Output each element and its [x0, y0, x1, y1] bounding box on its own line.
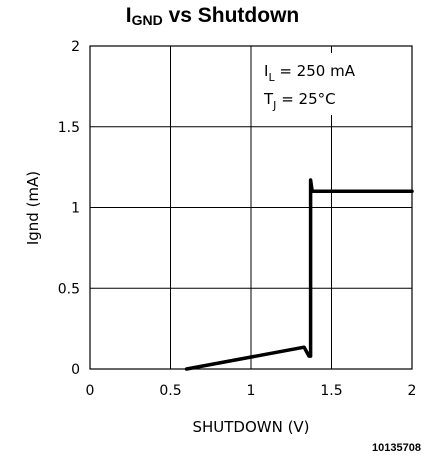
y-tick-label: 0	[71, 362, 80, 378]
x-tick-label: 1	[247, 383, 256, 399]
y-axis-label: Ignd (mA)	[24, 171, 42, 245]
x-tick-label: 0.5	[159, 383, 181, 399]
annotation-load-current: IL = 250 mA	[264, 62, 356, 84]
annotation-block: IL = 250 mA TJ = 25°C	[255, 53, 405, 115]
chart-title: IGND vs Shutdown	[125, 4, 300, 28]
figure-number: 10135708	[372, 442, 421, 454]
plot-frame	[89, 45, 413, 370]
x-tick-label: 0	[86, 383, 95, 399]
x-axis-label: SHUTDOWN (V)	[192, 418, 309, 436]
y-tick-label: 0.5	[58, 281, 80, 297]
x-tick-label: 2	[408, 383, 417, 399]
y-tick-label: 1	[71, 201, 80, 217]
grid-lines	[90, 46, 412, 369]
y-tick-label: 2	[71, 39, 80, 55]
annotation-background	[255, 53, 405, 115]
y-tick-label: 1.5	[58, 120, 80, 136]
annotation-junction-temp: TJ = 25°C	[263, 90, 336, 112]
tick-labels: 0 0.5 1 1.5 2 0 0.5 1 1.5 2	[58, 39, 417, 399]
x-tick-label: 1.5	[320, 383, 342, 399]
series-ignd-curve	[184, 178, 414, 371]
